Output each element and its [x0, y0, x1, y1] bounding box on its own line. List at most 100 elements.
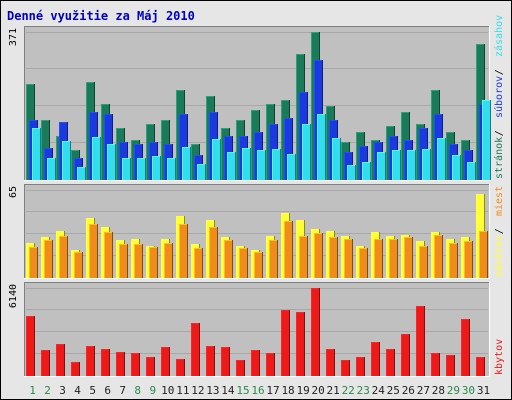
bar-zasahov-day-9	[152, 156, 161, 180]
day-label-28: 28	[432, 384, 445, 397]
bar-zasahov-day-19	[302, 124, 311, 180]
bar-zasahov-day-26	[407, 150, 416, 180]
bar-miest-day-28	[434, 235, 443, 278]
day-label-25: 25	[387, 384, 400, 397]
bar-zasahov-day-6	[107, 144, 116, 180]
bar-kbytov-day-29	[446, 355, 455, 376]
chart-title: Denné využitie za Máj 2010	[7, 9, 195, 23]
legend-kbytov: kbytov	[494, 339, 505, 375]
legend-separator: /	[494, 69, 505, 75]
bar-zasahov-day-27	[422, 149, 431, 180]
bar-zasahov-day-22	[347, 165, 356, 180]
bar-kbytov-day-3	[56, 344, 65, 376]
bar-kbytov-day-23	[356, 357, 365, 376]
bar-miest-day-26	[404, 237, 413, 278]
bar-miest-day-24	[374, 239, 383, 278]
bar-kbytov-day-18	[281, 310, 290, 376]
bar-miest-day-8	[134, 244, 143, 278]
bar-kbytov-day-24	[371, 342, 380, 376]
bar-zasahov-day-21	[332, 138, 341, 180]
bar-zasahov-day-2	[47, 158, 56, 180]
bar-miest-day-3	[59, 236, 68, 278]
bar-zasahov-day-20	[317, 114, 326, 180]
legend-stran: stránok	[493, 137, 505, 179]
bar-kbytov-day-26	[401, 334, 410, 376]
bar-miest-day-14	[224, 240, 233, 278]
day-label-13: 13	[206, 384, 219, 397]
legend-zasahov: zásahov	[493, 15, 505, 57]
day-label-9: 9	[149, 384, 156, 397]
bar-zasahov-day-7	[122, 158, 131, 180]
bar-zasahov-day-30	[467, 162, 476, 180]
bar-zasahov-day-10	[167, 158, 176, 180]
bar-miest-day-2	[44, 240, 53, 278]
bar-zasahov-day-3	[62, 141, 71, 180]
day-label-23: 23	[357, 384, 370, 397]
day-label-18: 18	[281, 384, 294, 397]
bar-kbytov-day-22	[341, 360, 350, 376]
bar-miest-day-13	[209, 227, 218, 278]
bar-zasahov-day-23	[362, 162, 371, 180]
day-label-14: 14	[221, 384, 235, 397]
bar-miest-day-23	[359, 248, 368, 278]
bar-kbytov-day-17	[266, 353, 275, 376]
bar-kbytov-day-1	[26, 316, 35, 376]
bar-kbytov-day-10	[161, 347, 170, 376]
bar-kbytov-day-19	[296, 312, 305, 376]
bar-suborov-day-18	[284, 118, 293, 180]
day-label-11: 11	[176, 384, 189, 397]
bar-miest-day-10	[164, 243, 173, 278]
bar-miest-day-5	[89, 224, 98, 278]
bar-kbytov-day-28	[431, 353, 440, 376]
bar-kbytov-day-11	[176, 359, 185, 376]
bar-miest-day-27	[419, 246, 428, 278]
bar-zasahov-day-16	[257, 150, 266, 180]
bar-kbytov-day-30	[461, 319, 470, 376]
bar-miest-day-21	[329, 237, 338, 278]
day-label-30: 30	[462, 384, 475, 397]
day-label-3: 3	[59, 384, 66, 397]
bar-miest-day-15	[239, 248, 248, 278]
bar-zasahov-day-12	[197, 164, 206, 180]
bar-kbytov-day-5	[86, 346, 95, 376]
bar-miest-day-29	[449, 243, 458, 278]
day-label-8: 8	[134, 384, 141, 397]
day-label-15: 15	[236, 384, 249, 397]
day-label-2: 2	[44, 384, 51, 397]
bar-miest-day-7	[119, 244, 128, 278]
day-label-5: 5	[89, 384, 96, 397]
bar-miest-day-11	[179, 224, 188, 278]
bar-kbytov-day-9	[146, 357, 155, 376]
day-label-31: 31	[477, 384, 490, 397]
bar-miest-day-9	[149, 247, 158, 278]
legend-navstev: návštev	[493, 235, 505, 277]
bar-zasahov-day-5	[92, 137, 101, 180]
day-label-21: 21	[327, 384, 340, 397]
day-label-24: 24	[372, 384, 386, 397]
day-label-7: 7	[119, 384, 126, 397]
day-label-20: 20	[312, 384, 325, 397]
bar-zasahov-day-17	[272, 149, 281, 180]
bar-kbytov-day-4	[71, 362, 80, 376]
axis-max-label-top: 371	[8, 28, 19, 46]
bar-miest-day-12	[194, 248, 203, 278]
day-label-27: 27	[417, 384, 430, 397]
day-label-12: 12	[191, 384, 204, 397]
bar-zasahov-day-28	[437, 138, 446, 180]
bar-miest-day-17	[269, 240, 278, 278]
bar-miest-day-4	[74, 252, 83, 278]
day-label-17: 17	[266, 384, 279, 397]
bar-kbytov-day-8	[131, 353, 140, 376]
bar-kbytov-day-6	[101, 349, 110, 376]
day-label-26: 26	[402, 384, 415, 397]
legend-separator: /	[494, 130, 505, 136]
bar-kbytov-day-20	[311, 288, 320, 376]
bar-kbytov-day-27	[416, 306, 425, 376]
bar-miest-day-16	[254, 252, 263, 278]
bar-zasahov-day-25	[392, 150, 401, 180]
bar-kbytov-day-14	[221, 347, 230, 376]
bar-kbytov-day-12	[191, 323, 200, 376]
bar-zasahov-day-11	[182, 147, 191, 180]
